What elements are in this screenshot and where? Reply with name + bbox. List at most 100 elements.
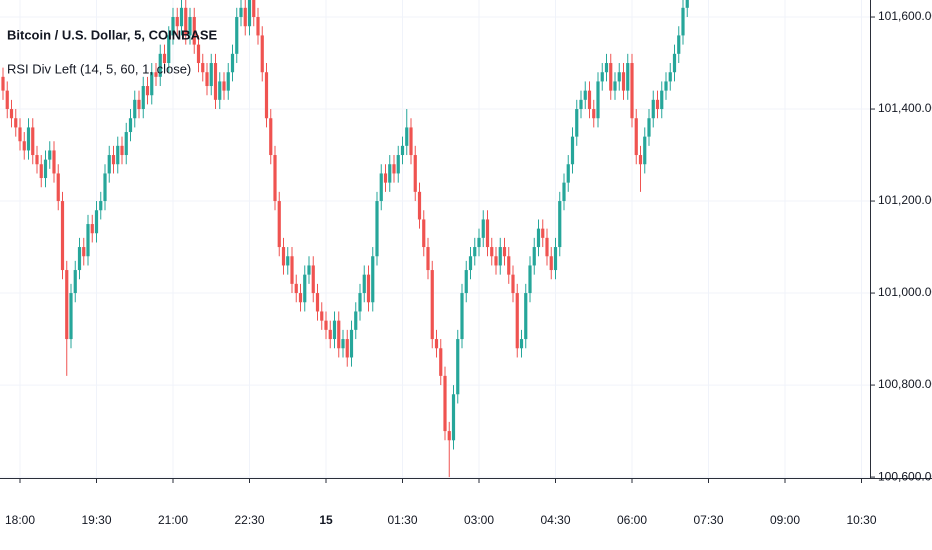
candle-body — [167, 35, 171, 64]
candle-body — [281, 247, 286, 266]
candle-body — [405, 127, 409, 146]
candle-body — [1, 76, 5, 91]
candle-body — [464, 270, 468, 294]
candle-body — [553, 247, 558, 271]
candle-body — [621, 72, 626, 91]
candle-body — [388, 164, 392, 183]
candle-body — [239, 7, 243, 18]
candle-body — [400, 145, 405, 156]
candle-body — [133, 99, 137, 119]
candle-body — [349, 329, 354, 358]
candle-body — [256, 17, 260, 36]
candle-body — [528, 265, 532, 294]
candle-body — [137, 99, 141, 110]
candle-body — [558, 201, 562, 248]
candle-body — [417, 191, 422, 220]
candle-body — [273, 155, 277, 202]
chart-title: Bitcoin / U.S. Dollar, 5, COINBASE — [7, 27, 218, 42]
candle-body — [596, 81, 600, 119]
candle-body — [371, 256, 375, 303]
candle-body — [60, 201, 65, 271]
x-tick-label: 01:30 — [387, 513, 417, 527]
indicator-label: RSI Div Left (14, 5, 60, 1, close) — [7, 61, 191, 76]
candle-body — [413, 155, 417, 192]
candle-body — [375, 201, 379, 257]
candle-body — [358, 293, 362, 312]
candle-body — [634, 118, 638, 156]
candle-body — [201, 63, 205, 73]
candle-body — [94, 210, 99, 234]
candle-body — [592, 109, 596, 119]
candle-body — [209, 63, 213, 87]
candle-body — [643, 136, 647, 165]
candle-body — [298, 293, 303, 303]
candles — [1, 0, 689, 478]
candle-body — [286, 256, 290, 266]
candle-body — [150, 72, 154, 96]
candle-body — [681, 7, 685, 36]
candle-body — [184, 7, 188, 36]
candle-body — [315, 293, 320, 312]
candle-body — [43, 159, 48, 179]
candle-body — [502, 247, 507, 257]
x-tick-label: 07:30 — [693, 513, 723, 527]
candle-body — [473, 247, 477, 257]
candle-body — [481, 219, 485, 238]
candle-body — [90, 224, 94, 234]
candle-body — [128, 118, 133, 133]
candle-body — [192, 17, 196, 45]
candle-body — [430, 270, 434, 340]
candle-body — [188, 17, 192, 36]
candle-body — [515, 293, 519, 349]
candle-body — [672, 53, 677, 73]
candle-body — [307, 265, 311, 275]
candle-body — [260, 35, 264, 73]
candle-body — [341, 339, 345, 349]
candle-body — [519, 339, 524, 349]
candle-body — [320, 311, 324, 321]
candle-body — [82, 247, 86, 257]
candle-body — [26, 127, 31, 151]
candle-body — [660, 90, 664, 110]
candle-body — [617, 72, 621, 82]
candle-body — [9, 109, 14, 119]
candle-body — [477, 237, 481, 248]
candle-body — [451, 394, 456, 441]
candle-body — [5, 90, 9, 110]
x-tick-label: 19:30 — [81, 513, 111, 527]
candle-body — [277, 201, 281, 248]
axis-labels: 100,600.00 100,800.00 101,000.00 101,200.00… — [5, 9, 932, 527]
candle-body — [39, 164, 43, 179]
grid — [0, 0, 870, 478]
candle-body — [434, 339, 439, 349]
candle-body — [252, 0, 256, 18]
candle-body — [205, 72, 209, 87]
y-tick-label: 101,600.00 — [878, 9, 932, 23]
candle-body — [145, 86, 150, 96]
candle-body — [48, 150, 52, 160]
candle-body — [460, 293, 464, 340]
candle-body — [294, 283, 298, 294]
candle-body — [179, 7, 184, 27]
candle-body — [490, 247, 494, 257]
candle-body — [311, 265, 315, 294]
candle-body — [196, 44, 201, 64]
candle-body — [362, 274, 366, 294]
candle-body — [69, 293, 73, 340]
candle-body — [31, 127, 35, 156]
candle-body — [213, 63, 218, 100]
y-tick-label: 100,800.00 — [878, 377, 932, 391]
candle-body — [609, 63, 613, 91]
candle-body — [247, 0, 252, 27]
candle-body — [158, 53, 162, 77]
candle-body — [124, 132, 128, 156]
candle-body — [354, 311, 358, 330]
y-tick-label: 100,600.00 — [878, 469, 932, 483]
candle-body — [549, 256, 553, 271]
candle-body — [511, 274, 515, 294]
candle-body — [116, 145, 120, 165]
candle-body — [409, 127, 413, 156]
candle-body — [647, 118, 651, 137]
x-tick-label: 21:00 — [158, 513, 188, 527]
candle-body — [468, 256, 473, 271]
